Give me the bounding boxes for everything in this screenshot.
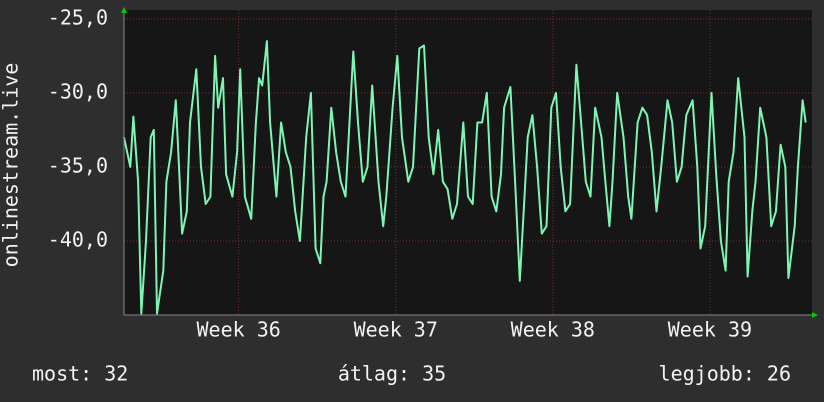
data-line (123, 40, 807, 315)
x-tick-label: Week 37 (354, 318, 438, 342)
y-tick-label: -35,0 (48, 153, 108, 177)
x-tick-label: Week 39 (668, 318, 752, 342)
footer-current: most: 32 (32, 362, 128, 386)
y-axis-label: onlinestream.live (0, 63, 23, 268)
footer-best: legjobb: 26 (659, 362, 791, 386)
x-axis-arrow (812, 312, 818, 318)
y-tick-label: -30,0 (48, 79, 108, 103)
x-tick-label: Week 36 (197, 318, 281, 342)
plot (123, 40, 807, 315)
y-tick-label: -25,0 (48, 5, 108, 29)
y-tick-label: -40,0 (48, 227, 108, 251)
x-tick-label: Week 38 (511, 318, 595, 342)
y-axis-arrow (121, 7, 127, 13)
footer-average: átlag: 35 (338, 362, 446, 386)
